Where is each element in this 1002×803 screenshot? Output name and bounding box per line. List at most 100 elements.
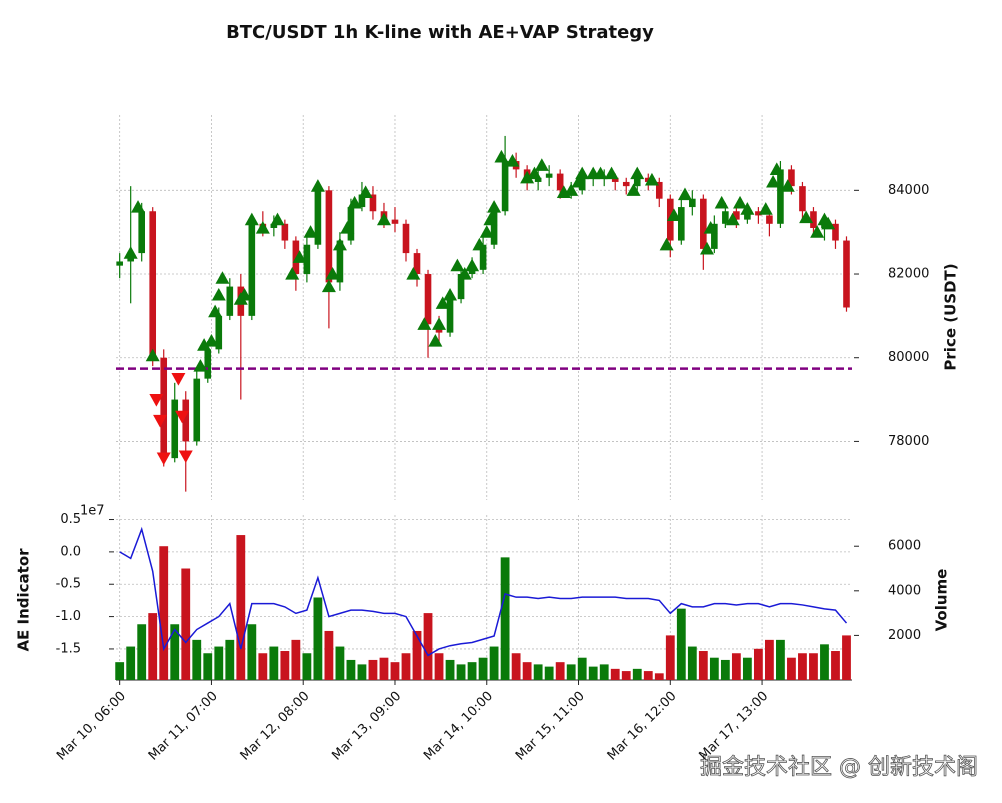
buy-marker — [626, 183, 641, 196]
y-tick-label: -1.5 — [56, 641, 81, 656]
buy-marker — [769, 162, 784, 176]
volume-bar — [335, 646, 345, 680]
candle-body — [810, 211, 817, 228]
candle-body — [678, 207, 685, 241]
candle-body — [347, 207, 355, 241]
y-tick-label: 80000 — [888, 350, 929, 365]
volume-bar — [511, 653, 521, 680]
buy-marker — [292, 250, 307, 263]
candle-body — [314, 190, 322, 245]
buy-marker — [340, 220, 355, 234]
buy-marker — [244, 212, 259, 226]
candle-body — [336, 240, 344, 283]
candle-body — [534, 177, 542, 182]
axis-offset-label: 1e7 — [80, 504, 105, 519]
volume-bar — [269, 646, 279, 680]
buy-marker — [255, 220, 270, 234]
candle-body — [138, 211, 145, 254]
volume-bar — [731, 653, 741, 680]
volume-bar — [588, 666, 598, 680]
x-tick-label: Mar 16, 12:00 — [605, 689, 680, 764]
candle-body — [457, 274, 465, 300]
volume-bar — [610, 668, 620, 680]
buy-marker — [758, 202, 773, 215]
buy-marker — [534, 158, 549, 171]
x-tick-label: Mar 15, 11:00 — [513, 689, 588, 764]
x-tick-label: Mar 17, 13:00 — [696, 689, 771, 764]
candle-body — [270, 223, 278, 228]
volume-bar — [302, 653, 312, 680]
volume-bar — [203, 653, 213, 680]
volume-bar — [181, 568, 191, 680]
candle-body — [766, 215, 773, 224]
volume-bar — [368, 659, 378, 680]
buy-marker — [483, 212, 498, 226]
buy-marker — [487, 200, 502, 213]
x-tick-label: Mar 10, 06:00 — [54, 689, 129, 764]
candle-body — [204, 349, 212, 379]
candle-body — [711, 223, 718, 249]
volume-bar — [258, 653, 268, 680]
volume-bar — [765, 639, 774, 680]
buy-marker — [131, 200, 146, 213]
volume-bar — [522, 662, 532, 680]
buy-marker — [204, 333, 219, 347]
volume-bar — [445, 659, 455, 680]
volume-bar — [489, 646, 499, 680]
volume-bar — [346, 659, 356, 680]
volume-bar — [544, 666, 554, 680]
buy-marker — [666, 208, 681, 222]
candle-body — [391, 219, 399, 224]
volume-bar — [776, 639, 785, 680]
candle-body — [501, 161, 509, 212]
candle-body — [777, 169, 784, 224]
candle-body — [755, 211, 762, 216]
candle-body — [413, 253, 421, 275]
volume-bar — [599, 664, 609, 680]
buy-marker — [450, 258, 465, 272]
volume-bar — [621, 671, 631, 680]
volume-bar — [159, 546, 169, 680]
volume-bar — [787, 657, 796, 680]
volume-bar — [478, 657, 488, 680]
volume-bar — [456, 664, 466, 680]
candle-body — [545, 173, 553, 178]
volume-bar — [412, 630, 422, 680]
candle-body — [622, 181, 630, 187]
volume-bar — [291, 639, 301, 680]
volume-bar — [423, 613, 433, 680]
y-tick-label: 78000 — [888, 434, 929, 449]
candle-body — [281, 223, 289, 241]
volume-bar — [324, 630, 334, 680]
volume-bar — [577, 657, 587, 680]
volume-bar — [236, 535, 246, 680]
volume-bar — [170, 624, 180, 680]
candle-body — [556, 173, 564, 191]
volume-bar — [126, 646, 136, 680]
candle-body — [160, 357, 168, 459]
volume-bar — [500, 557, 510, 680]
buy-marker — [479, 225, 494, 238]
buy-marker — [714, 195, 729, 209]
buy-marker — [197, 338, 212, 351]
candle-body — [325, 190, 333, 283]
buy-marker — [780, 179, 795, 192]
candle-body — [843, 240, 850, 308]
buy-marker — [211, 287, 226, 301]
candle-body — [182, 399, 190, 442]
buy-marker — [799, 210, 814, 224]
y2-tick-label: 4000 — [888, 583, 921, 598]
volume-bar — [225, 639, 235, 680]
y-tick-label: 84000 — [888, 183, 929, 198]
buy-marker — [285, 267, 300, 280]
buy-marker — [766, 174, 781, 188]
sell-marker — [178, 450, 193, 464]
buy-marker — [123, 246, 138, 259]
y-axis-label: AE Indicator — [15, 548, 33, 652]
candle-body — [215, 315, 223, 350]
volume-bar — [357, 664, 367, 680]
volume-bar — [742, 657, 752, 680]
chart-title: BTC/USDT 1h K-line with AE+VAP Strategy — [226, 22, 654, 43]
buy-marker — [237, 287, 252, 301]
volume-bar — [831, 651, 840, 680]
